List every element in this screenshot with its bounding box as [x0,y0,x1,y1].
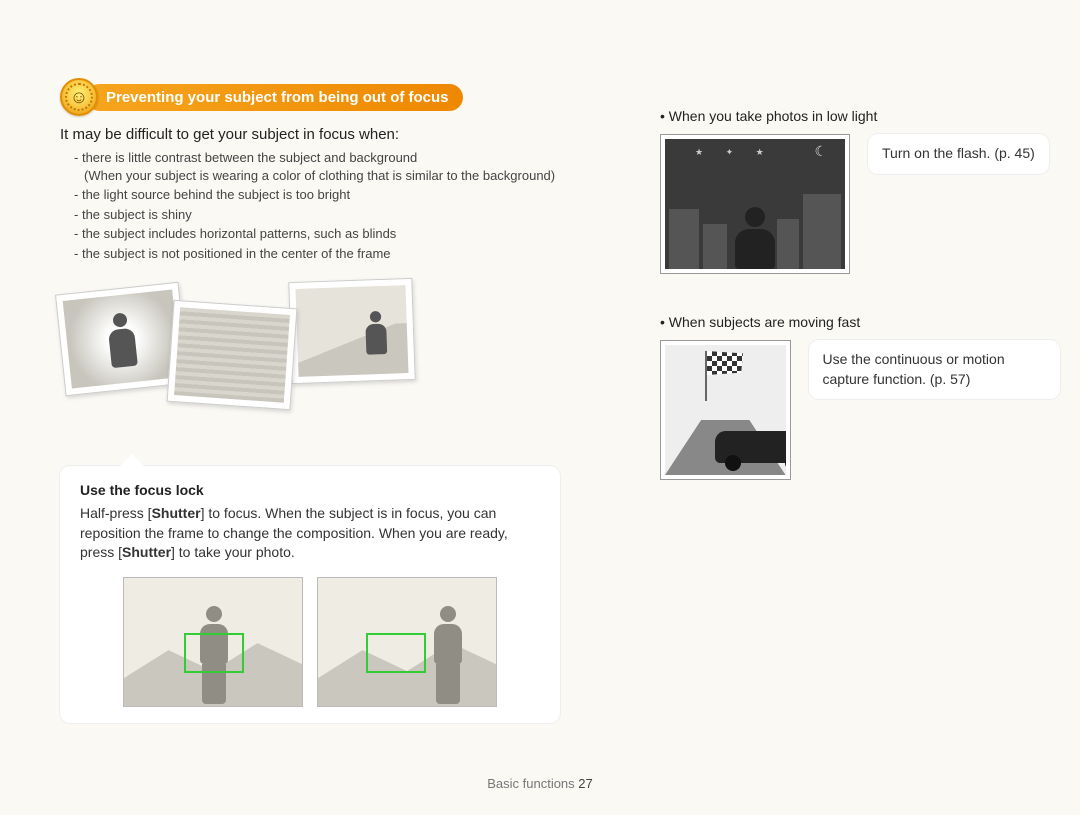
focus-lock-images [80,577,540,707]
motion-thumbnail [660,340,791,480]
bullet-item: the subject is shiny [74,206,560,224]
focus-image-centered [123,577,303,707]
motion-tip: Use the continuous or motion capture fun… [809,340,1061,399]
footer-section: Basic functions [487,776,574,791]
content-columns: Preventing your subject from being out o… [60,78,1020,723]
bullet-item: the subject is not positioned in the cen… [74,245,560,263]
focus-difficulty-list: there is little contrast between the sub… [60,149,560,262]
bullet-item: there is little contrast between the sub… [74,149,560,184]
page-footer: Basic functions 27 [0,776,1080,791]
left-column: Preventing your subject from being out o… [60,78,560,723]
callout-body: Half-press [Shutter] to focus. When the … [80,504,540,563]
lowlight-thumbnail [660,134,850,274]
bullet-item: the subject includes horizontal patterns… [74,225,560,243]
callout-tail-icon [120,454,144,466]
section-header: Preventing your subject from being out o… [60,78,560,116]
example-photo-offcenter [288,278,415,384]
lowlight-label: When you take photos in low light [660,108,1060,124]
lowlight-section: When you take photos in low light Turn o… [660,108,1060,274]
focus-image-recomposed [317,577,497,707]
intro-text: It may be difficult to get your subject … [60,126,560,143]
motion-section: When subjects are moving fast Use the co… [660,314,1060,480]
car-icon [715,431,786,463]
focus-target-icon [366,633,426,673]
bullet-item: the light source behind the subject is t… [74,186,560,204]
example-photos [60,276,560,426]
focus-target-icon [184,633,244,673]
example-photo-blinds [167,300,298,410]
checkered-flag-icon [705,351,707,401]
callout-title: Use the focus lock [80,482,540,498]
footer-page-number: 27 [578,776,592,791]
lowlight-tip: Turn on the flash. (p. 45) [868,134,1049,174]
motion-label: When subjects are moving fast [660,314,1060,330]
section-title: Preventing your subject from being out o… [86,84,463,111]
focus-lock-callout: Use the focus lock Half-press [Shutter] … [60,466,560,723]
sun-badge-icon [60,78,98,116]
page: Preventing your subject from being out o… [0,0,1080,815]
right-column: When you take photos in low light Turn o… [660,78,1060,723]
